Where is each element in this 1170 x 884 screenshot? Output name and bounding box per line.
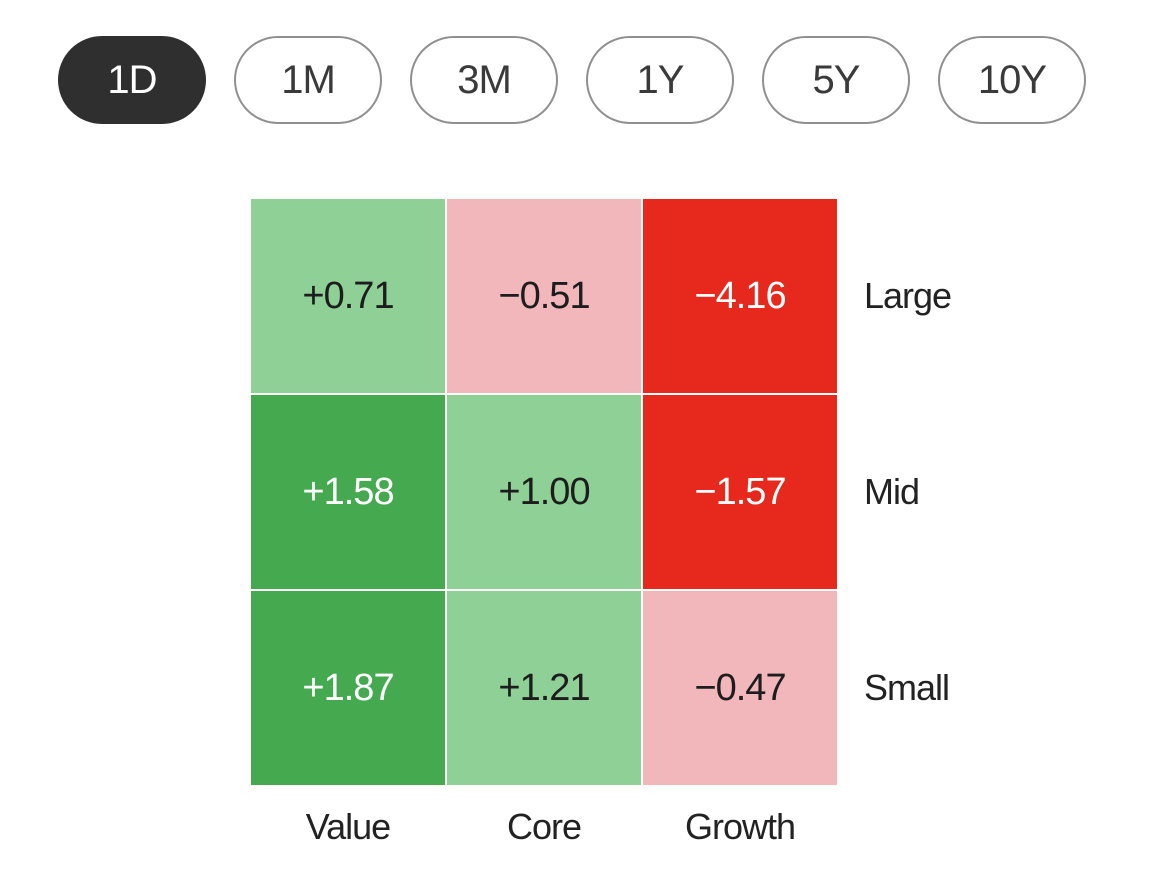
cell-large-value: +0.71 bbox=[250, 198, 446, 394]
cell-mid-value: +1.58 bbox=[250, 394, 446, 590]
style-box-heatmap: +0.71 −0.51 −4.16 Large +1.58 +1.00 −1.5… bbox=[250, 198, 988, 850]
cell-mid-growth: −1.57 bbox=[642, 394, 838, 590]
period-button-1d[interactable]: 1D bbox=[58, 36, 206, 124]
cell-small-value: +1.87 bbox=[250, 590, 446, 786]
period-button-10y[interactable]: 10Y bbox=[938, 36, 1086, 124]
cell-small-core: +1.21 bbox=[446, 590, 642, 786]
period-button-3m[interactable]: 3M bbox=[410, 36, 558, 124]
cell-mid-core: +1.00 bbox=[446, 394, 642, 590]
col-label-core: Core bbox=[506, 806, 582, 847]
cell-large-core: −0.51 bbox=[446, 198, 642, 394]
row-label-mid: Mid bbox=[864, 471, 920, 512]
col-label-value: Value bbox=[305, 806, 391, 847]
period-button-1m[interactable]: 1M bbox=[234, 36, 382, 124]
col-label-growth: Growth bbox=[684, 806, 796, 847]
period-button-1y[interactable]: 1Y bbox=[586, 36, 734, 124]
row-label-large: Large bbox=[864, 275, 952, 316]
period-selector: 1D 1M 3M 1Y 5Y 10Y bbox=[58, 36, 1086, 124]
period-button-5y[interactable]: 5Y bbox=[762, 36, 910, 124]
grid-corner-spacer bbox=[838, 786, 988, 850]
row-label-small: Small bbox=[864, 667, 950, 708]
cell-small-growth: −0.47 bbox=[642, 590, 838, 786]
cell-large-growth: −4.16 bbox=[642, 198, 838, 394]
